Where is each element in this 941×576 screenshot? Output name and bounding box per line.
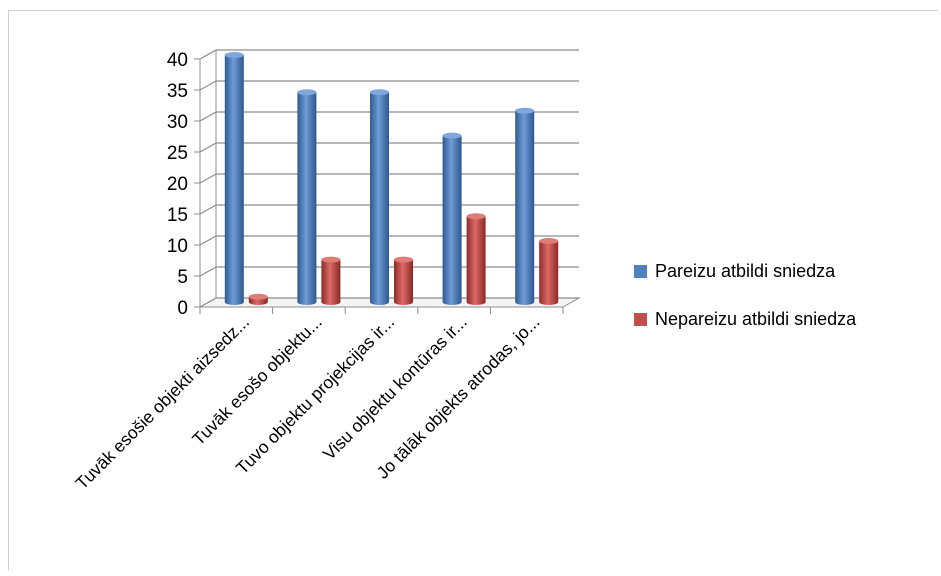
bar-top xyxy=(224,52,244,58)
legend-label: Nepareizu atbildi sniedza xyxy=(655,308,857,329)
bar-incorrect xyxy=(539,238,559,305)
bar-incorrect xyxy=(248,293,268,305)
bar-correct xyxy=(224,52,244,305)
bar-top xyxy=(394,256,413,263)
bar-body xyxy=(321,259,341,305)
y-tick-label: 40 xyxy=(167,50,188,71)
y-axis-ticks: 0 5 10 15 20 25 30 35 40 xyxy=(167,50,564,319)
gridline-side xyxy=(199,297,217,308)
legend: Pareizu atbildi sniedza Nepareizu atbild… xyxy=(634,258,856,354)
legend-item-incorrect: Nepareizu atbildi sniedza xyxy=(634,306,856,332)
y-tick-label: 20 xyxy=(167,174,188,195)
bar-correct xyxy=(442,132,462,305)
bar-top xyxy=(248,293,268,300)
bar-incorrect xyxy=(466,213,486,305)
y-tick-label: 15 xyxy=(167,205,188,226)
bar-body xyxy=(466,216,486,305)
bar-correct xyxy=(297,89,317,305)
y-tick-label: 5 xyxy=(177,267,188,288)
legend-item-correct: Pareizu atbildi sniedza xyxy=(634,258,856,284)
legend-swatch-red xyxy=(634,312,647,326)
bars xyxy=(224,52,559,305)
x-category-label: Visu objektu kontūras ir... xyxy=(319,312,471,464)
bar-top xyxy=(297,89,317,96)
gridline-side xyxy=(199,235,217,246)
bar-body xyxy=(370,92,389,305)
gridline-side xyxy=(199,204,217,215)
y-tick-label: 35 xyxy=(167,81,188,102)
legend-label: Pareizu atbildi sniedza xyxy=(655,260,836,281)
y-tick-label: 10 xyxy=(167,236,188,257)
bar-top xyxy=(466,213,486,220)
bar-correct xyxy=(370,89,389,305)
gridline-side xyxy=(199,173,217,184)
bar-body xyxy=(539,241,559,305)
bar-body xyxy=(394,259,414,305)
x-axis-labels: Tuvāk esošie objekti aizsedz...Tuvāk eso… xyxy=(72,312,544,494)
chart-frame xyxy=(8,10,938,570)
bar-incorrect xyxy=(321,256,341,305)
legend-swatch-blue xyxy=(634,264,647,278)
gridline-side xyxy=(199,142,217,153)
gridline-side xyxy=(199,266,217,277)
gridline-side xyxy=(199,49,217,60)
bar-top xyxy=(539,238,559,244)
gridline-side xyxy=(199,111,217,122)
bar-body xyxy=(515,110,535,305)
bar-correct xyxy=(515,107,535,305)
bar-body xyxy=(442,135,462,305)
bar-top xyxy=(442,132,462,139)
y-tick-label: 30 xyxy=(167,112,188,133)
bar-top xyxy=(515,107,535,114)
bar-top xyxy=(321,256,341,263)
bar-body xyxy=(224,55,244,305)
gridline-side xyxy=(199,80,217,91)
bar-body xyxy=(297,92,317,305)
bar-incorrect xyxy=(394,256,414,305)
x-category-label: Tuvāk esošo objektu... xyxy=(188,312,325,449)
y-tick-label: 25 xyxy=(167,143,188,164)
y-tick-label: 0 xyxy=(177,298,188,319)
bar-top xyxy=(370,89,389,96)
